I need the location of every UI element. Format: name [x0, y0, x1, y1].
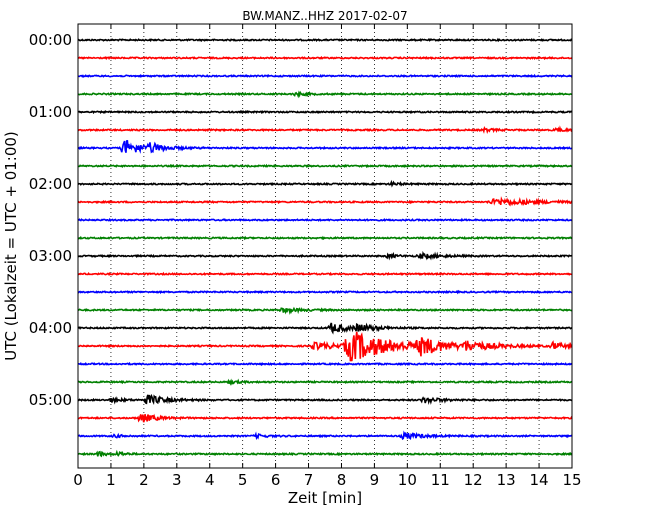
- trace-line-0515: [77, 413, 573, 423]
- trace-line-0215: [77, 196, 573, 207]
- y-axis-label: UTC (Lokalzeit = UTC + 01:00): [2, 131, 20, 361]
- trace-line-0400: [77, 322, 573, 335]
- trace-line-0115: [77, 125, 573, 135]
- x-tick-label: 3: [172, 471, 182, 489]
- y-tick-label: 05:00: [29, 391, 72, 409]
- axes-group: 0 1 2 3 4 5 6 7 8 9 10 11 12 13 14 1500:0001:0002:0003:…: [29, 24, 582, 489]
- trace-line-0315: [77, 271, 573, 277]
- x-tick-label: 4: [205, 471, 215, 489]
- y-tick-label: 02:00: [29, 175, 72, 193]
- trace-line-0145: [77, 163, 573, 169]
- y-tick-label: 00:00: [29, 31, 72, 49]
- x-tick-label: 8: [337, 471, 347, 489]
- x-tick-label: 7: [304, 471, 314, 489]
- x-tick-label: 6: [271, 471, 281, 489]
- trace-line-0000: [77, 37, 573, 43]
- trace-line-0100: [77, 109, 573, 115]
- x-tick-label: 13: [497, 471, 516, 489]
- trace-line-0230: [77, 217, 573, 223]
- trace-line-0545: [77, 449, 573, 458]
- trace-line-0500: [77, 393, 573, 406]
- x-tick-label: 0: [73, 471, 83, 489]
- trace-line-0245: [77, 235, 573, 241]
- x-tick-label: 11: [431, 471, 450, 489]
- x-tick-label: 14: [530, 471, 549, 489]
- x-tick-label: 1: [106, 471, 116, 489]
- trace-line-0445: [77, 378, 573, 386]
- trace-line-0030: [77, 73, 573, 79]
- x-tick-label: 2: [139, 471, 149, 489]
- x-axis-label: Zeit [min]: [288, 489, 362, 507]
- trace-line-0430: [77, 361, 573, 367]
- x-tick-label: 12: [464, 471, 483, 489]
- trace-line-0200: [77, 179, 573, 188]
- x-tick-label: 10: [398, 471, 417, 489]
- trace-line-0330: [77, 289, 573, 295]
- trace-line-0415: [77, 331, 573, 362]
- trace-line-0045: [77, 90, 573, 99]
- y-tick-label: 03:00: [29, 247, 72, 265]
- trace-line-0530: [77, 430, 573, 441]
- trace-line-0015: [77, 55, 573, 61]
- traces-group: [77, 37, 573, 458]
- trace-line-0345: [78, 306, 573, 315]
- x-tick-label: 15: [562, 471, 581, 489]
- y-tick-label: 04:00: [29, 319, 72, 337]
- x-tick-label: 5: [238, 471, 248, 489]
- x-tick-label: 9: [370, 471, 380, 489]
- plot-background: [78, 24, 572, 468]
- trace-line-0300: [77, 250, 573, 261]
- chart-title: BW.MANZ..HHZ 2017-02-07: [242, 9, 407, 23]
- y-tick-label: 01:00: [29, 103, 72, 121]
- trace-line-0130: [77, 139, 573, 154]
- plot-frame: [77, 23, 573, 469]
